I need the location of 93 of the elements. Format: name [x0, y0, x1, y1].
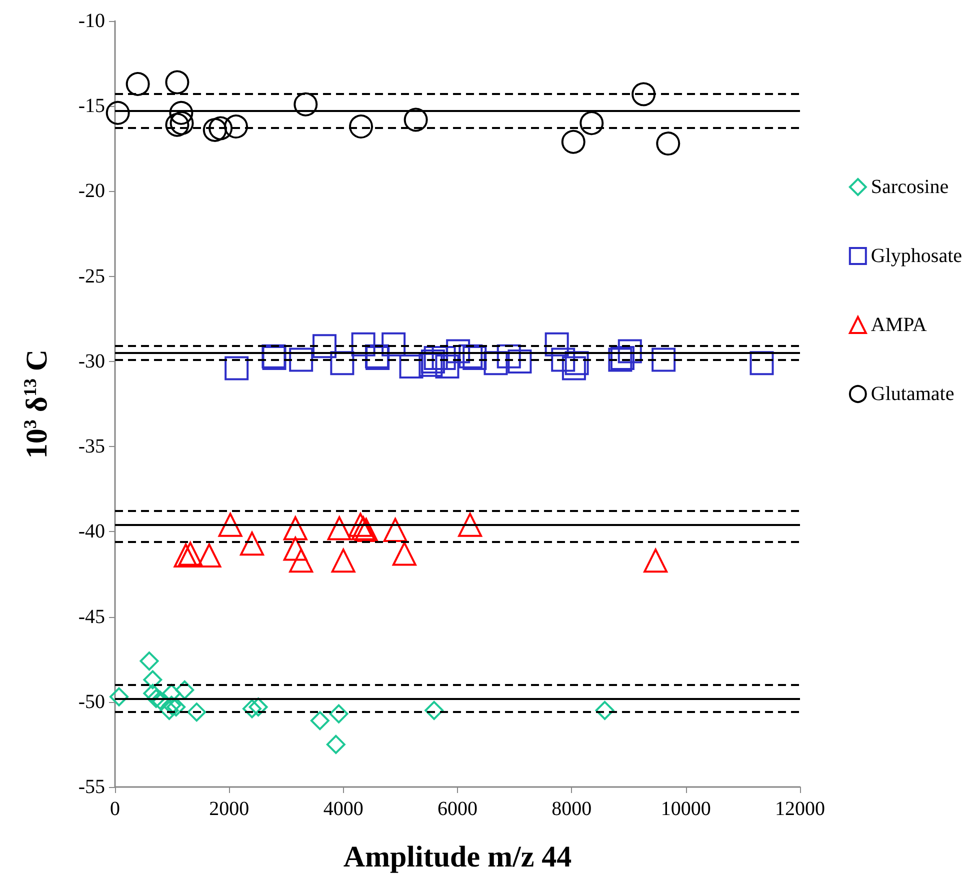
point [143, 684, 162, 703]
point [652, 348, 676, 372]
point [656, 132, 680, 156]
point [109, 687, 128, 706]
point [178, 542, 202, 566]
point [224, 114, 248, 139]
x-tick-label: 12000 [775, 798, 825, 820]
point [508, 349, 532, 374]
point [435, 354, 460, 379]
point [202, 118, 227, 142]
point [208, 116, 233, 140]
point [126, 72, 150, 96]
point [289, 348, 314, 372]
point [160, 700, 179, 720]
point [484, 351, 508, 376]
point [462, 346, 487, 370]
point [458, 512, 482, 537]
point [329, 704, 348, 724]
point [175, 680, 194, 700]
point [143, 670, 162, 690]
point [330, 351, 354, 376]
point [165, 70, 190, 94]
point [750, 351, 774, 376]
y-tick-label: -20 [78, 180, 105, 202]
x-tick-label: 6000 [438, 798, 478, 820]
point [165, 112, 190, 137]
point [218, 512, 242, 537]
point [326, 734, 346, 754]
point [240, 532, 264, 556]
point [283, 516, 308, 540]
x-axis-title: Amplitude m/z 44 [343, 840, 572, 874]
point [348, 512, 372, 537]
point [289, 548, 314, 573]
point [458, 344, 483, 368]
point [162, 684, 182, 703]
point [170, 111, 194, 136]
point [580, 111, 604, 136]
y-tick-label: -10 [78, 10, 105, 32]
point [242, 699, 262, 718]
point [496, 344, 521, 368]
point [327, 516, 352, 540]
y-tick-label: -40 [78, 520, 105, 543]
point [310, 711, 330, 730]
point [146, 688, 166, 708]
y-tick-label: -55 [78, 776, 105, 798]
y-tick-label: -15 [78, 95, 105, 118]
x-tick-label: 2000 [209, 798, 250, 820]
point [224, 356, 249, 380]
point [404, 108, 428, 132]
point [561, 130, 586, 154]
point [174, 544, 198, 568]
point [312, 334, 336, 358]
point [424, 700, 444, 720]
point [595, 700, 614, 720]
y-tick-label: -50 [78, 690, 105, 713]
point [399, 354, 424, 379]
x-tick-label: 8000 [552, 798, 592, 820]
legend-label: Glutamate [870, 383, 954, 405]
point [446, 339, 470, 364]
legend-label: Glyphosate [870, 245, 962, 267]
point [294, 92, 318, 116]
point [331, 548, 356, 573]
point [551, 348, 576, 372]
y-tick-label: -35 [78, 436, 105, 458]
point [283, 536, 308, 561]
point [418, 352, 443, 377]
point [618, 339, 642, 364]
point [351, 332, 376, 356]
point [197, 544, 222, 568]
point [382, 332, 406, 356]
point [383, 518, 408, 542]
point [169, 100, 194, 125]
point [166, 697, 186, 716]
point [187, 702, 206, 722]
y-tick-label: -45 [78, 606, 105, 628]
point [248, 697, 268, 716]
point [392, 542, 416, 566]
point [564, 351, 589, 376]
point [106, 100, 130, 125]
point [562, 356, 586, 380]
x-tick-label: 4000 [323, 798, 364, 820]
y-tick-label: -25 [78, 265, 105, 288]
legend-label: AMPA [870, 314, 928, 336]
point [632, 82, 656, 106]
point [140, 652, 159, 671]
legend-label: Sarcosine [870, 176, 949, 198]
point [349, 114, 374, 139]
point [644, 548, 668, 573]
y-axis-title: 103 δ13 C [20, 349, 54, 459]
point [544, 332, 569, 356]
x-tick-label: 0 [110, 798, 120, 820]
x-tick-label: 10000 [660, 798, 711, 820]
y-tick-label: -30 [78, 350, 105, 372]
